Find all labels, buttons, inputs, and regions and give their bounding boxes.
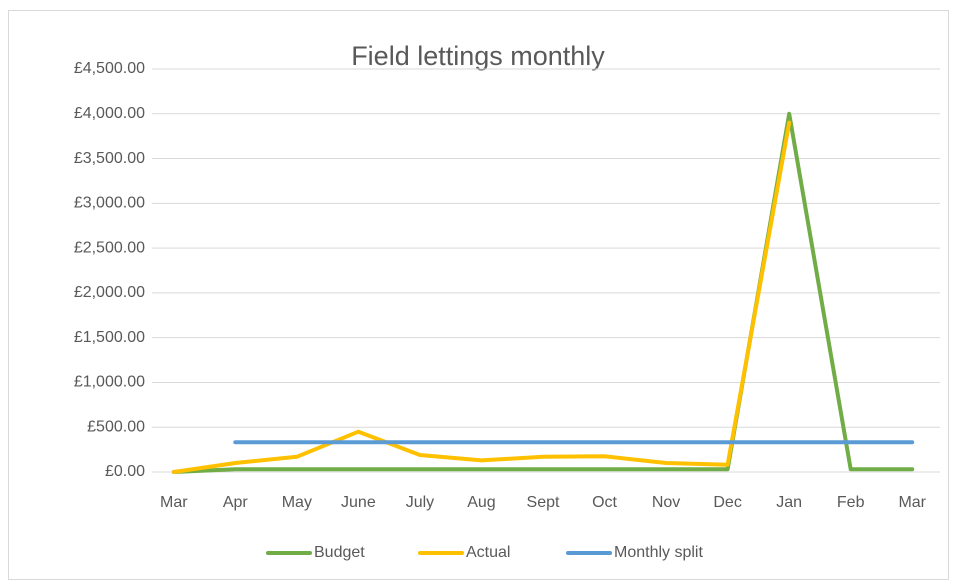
x-tick-label: Mar [898, 494, 926, 511]
series-line [171, 111, 915, 474]
y-tick-label: £4,000.00 [74, 105, 145, 122]
chart-frame [8, 10, 949, 580]
x-tick-label: Nov [652, 494, 680, 511]
chart-title: Field lettings monthly [351, 41, 605, 71]
legend-label: Budget [314, 544, 365, 561]
y-tick-label: £0.00 [105, 463, 145, 480]
x-tick-label: Mar [160, 494, 188, 511]
legend-label: Actual [466, 544, 510, 561]
series-line [171, 120, 792, 474]
x-tick-label: Dec [713, 494, 741, 511]
y-tick-label: £1,000.00 [74, 374, 145, 391]
legend-label: Monthly split [614, 544, 703, 561]
x-tick-label: Jan [776, 494, 802, 511]
y-tick-label: £4,500.00 [74, 60, 145, 77]
x-tick-label: Aug [467, 494, 495, 511]
y-tick-label: £500.00 [87, 418, 145, 435]
y-tick-label: £2,000.00 [74, 284, 145, 301]
y-tick-label: £3,000.00 [74, 195, 145, 212]
x-tick-label: July [406, 494, 434, 511]
x-tick-label: Oct [592, 494, 617, 511]
y-tick-label: £1,500.00 [74, 329, 145, 346]
x-tick-label: June [341, 494, 376, 511]
x-tick-label: May [282, 494, 312, 511]
y-tick-label: £2,500.00 [74, 239, 145, 256]
x-tick-label: Apr [223, 494, 249, 511]
y-tick-label: £3,500.00 [74, 150, 145, 167]
x-tick-label: Sept [527, 494, 560, 511]
x-tick-label: Feb [837, 494, 865, 511]
